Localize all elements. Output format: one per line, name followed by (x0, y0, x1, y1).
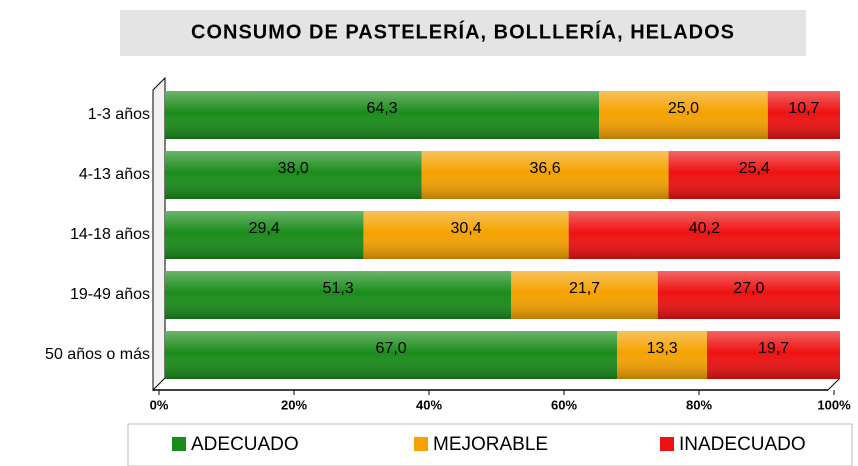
value-label: 21,7 (569, 280, 600, 297)
value-label: 25,4 (739, 160, 770, 177)
value-label: 19,7 (758, 340, 789, 357)
value-label: 30,4 (450, 220, 481, 237)
bar-shade (707, 331, 840, 379)
bar-shade (767, 91, 840, 139)
bar-shade (568, 211, 840, 259)
bar-shade (165, 271, 512, 319)
x-tick-label: 20% (281, 397, 307, 412)
value-label: 38,0 (278, 160, 309, 177)
x-tick-label: 60% (551, 397, 577, 412)
legend-label: INADECUADO (679, 434, 806, 455)
value-label: 29,4 (249, 220, 280, 237)
bar-shade (165, 151, 422, 199)
value-label: 67,0 (376, 340, 407, 357)
y-tick-label: 1-3 años (88, 106, 150, 123)
bar-shade (165, 91, 600, 139)
bar-shade (363, 211, 569, 259)
bar-shade (617, 331, 708, 379)
value-label: 51,3 (323, 280, 354, 297)
y-tick-label: 50 años o más (45, 346, 150, 363)
bar-shade (511, 271, 658, 319)
value-label: 13,3 (647, 340, 678, 357)
x-tick-label: 80% (686, 397, 712, 412)
value-label: 10,7 (788, 100, 819, 117)
x-tick-label: 0% (150, 397, 169, 412)
x-axis-back (827, 377, 841, 391)
y-tick-label: 19-49 años (70, 286, 150, 303)
legend-swatch (414, 437, 428, 451)
bar-shade (421, 151, 669, 199)
bar-shade (165, 331, 618, 379)
value-label: 40,2 (689, 220, 720, 237)
legend-label: ADECUADO (191, 434, 299, 455)
legend-label: MEJORABLE (433, 434, 548, 455)
bar-shade (165, 211, 364, 259)
y-tick-label: 14-18 años (70, 226, 150, 243)
value-label: 64,3 (366, 100, 397, 117)
value-label: 27,0 (733, 280, 764, 297)
legend-swatch (172, 437, 186, 451)
bar-shade (657, 271, 840, 319)
bar-shade (668, 151, 840, 199)
axis-wall (152, 76, 166, 392)
x-tick-label: 100% (817, 397, 851, 412)
legend-swatch (660, 437, 674, 451)
value-label: 25,0 (668, 100, 699, 117)
x-tick-label: 40% (416, 397, 442, 412)
legend-box (127, 423, 853, 466)
chart-title: CONSUMO DE PASTELERÍA, BOLLLERÍA, HELADO… (191, 20, 735, 43)
title-box (120, 10, 806, 56)
y-tick-label: 4-13 años (79, 166, 150, 183)
value-label: 36,6 (529, 160, 560, 177)
bar-shade (599, 91, 768, 139)
